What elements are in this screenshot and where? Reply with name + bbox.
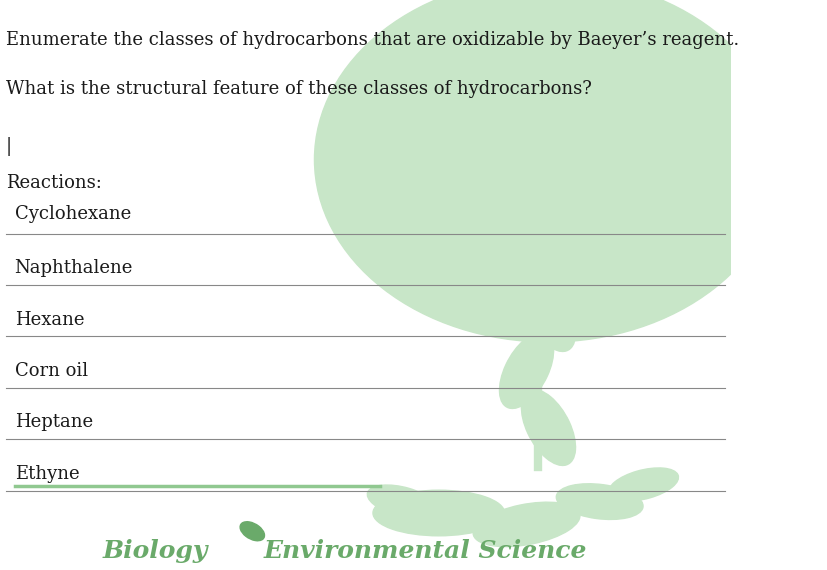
Text: Hexane: Hexane xyxy=(15,311,84,329)
Circle shape xyxy=(387,0,562,137)
Circle shape xyxy=(533,28,679,142)
Ellipse shape xyxy=(499,332,553,409)
Text: Cyclohexane: Cyclohexane xyxy=(15,205,131,223)
Ellipse shape xyxy=(499,218,553,295)
Text: Enumerate the classes of hydrocarbons that are oxidizable by Baeyer’s reagent.: Enumerate the classes of hydrocarbons th… xyxy=(6,31,739,50)
Circle shape xyxy=(438,46,585,160)
Text: Naphthalene: Naphthalene xyxy=(15,259,133,278)
Text: Ethyne: Ethyne xyxy=(15,465,79,483)
Text: Corn oil: Corn oil xyxy=(15,362,88,380)
Circle shape xyxy=(519,74,650,177)
Text: What is the structural feature of these classes of hydrocarbons?: What is the structural feature of these … xyxy=(6,80,591,98)
Ellipse shape xyxy=(472,502,579,547)
Ellipse shape xyxy=(521,389,575,466)
Text: |: | xyxy=(6,137,12,156)
Ellipse shape xyxy=(367,485,437,518)
Circle shape xyxy=(314,0,782,342)
Text: Heptane: Heptane xyxy=(15,413,93,431)
Ellipse shape xyxy=(521,275,575,352)
Text: Environmental Science: Environmental Science xyxy=(263,539,586,563)
Ellipse shape xyxy=(372,490,504,536)
Ellipse shape xyxy=(608,468,677,501)
Text: Reactions:: Reactions: xyxy=(6,174,102,192)
Circle shape xyxy=(467,0,629,120)
Ellipse shape xyxy=(556,484,643,519)
Text: Biology: Biology xyxy=(103,539,208,563)
Ellipse shape xyxy=(240,522,264,541)
